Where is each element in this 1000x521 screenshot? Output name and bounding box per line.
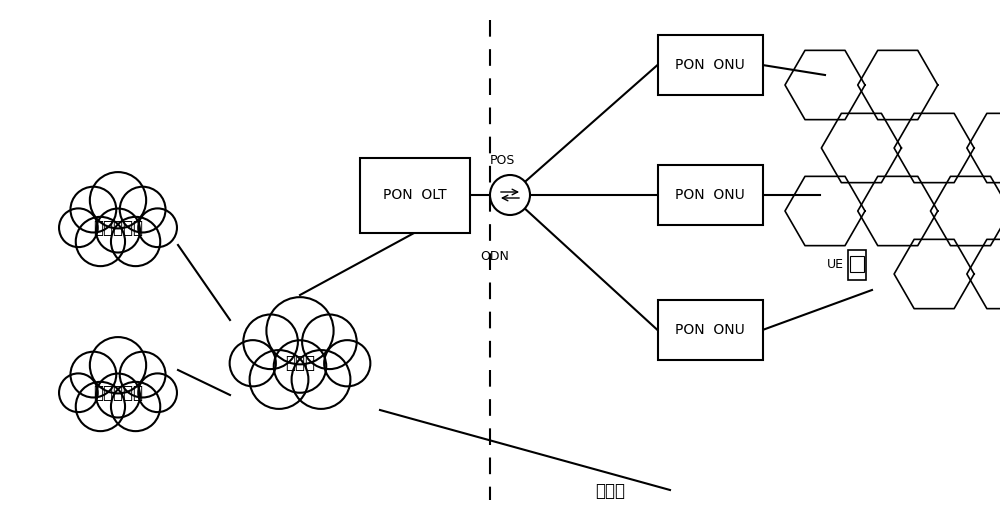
Circle shape — [70, 187, 116, 232]
Text: UE: UE — [827, 258, 844, 271]
Circle shape — [266, 297, 334, 364]
Circle shape — [292, 350, 350, 409]
Circle shape — [324, 340, 370, 387]
Text: POS: POS — [489, 154, 515, 167]
Text: 承载网: 承载网 — [285, 354, 315, 372]
Text: PON  ONU: PON ONU — [675, 58, 745, 72]
Circle shape — [76, 382, 125, 431]
Circle shape — [120, 187, 166, 232]
Text: PON  ONU: PON ONU — [675, 188, 745, 202]
Circle shape — [96, 208, 140, 253]
Text: 宏基站: 宏基站 — [595, 482, 625, 500]
Bar — [658, 300, 763, 360]
Bar — [360, 157, 470, 232]
Circle shape — [59, 208, 98, 247]
Text: PON  OLT: PON OLT — [383, 188, 447, 202]
Text: 移动核心网: 移动核心网 — [93, 384, 143, 402]
Text: 固定核心网: 固定核心网 — [93, 219, 143, 237]
Circle shape — [120, 352, 166, 398]
Bar — [658, 35, 763, 95]
Circle shape — [230, 340, 276, 387]
Text: ODN: ODN — [481, 250, 509, 263]
Circle shape — [90, 337, 146, 393]
Circle shape — [70, 352, 116, 398]
Bar — [850, 256, 864, 272]
Circle shape — [90, 172, 146, 228]
Circle shape — [250, 350, 308, 409]
Circle shape — [490, 175, 530, 215]
Circle shape — [138, 208, 177, 247]
Circle shape — [274, 340, 326, 393]
Circle shape — [111, 217, 160, 266]
Circle shape — [76, 217, 125, 266]
Circle shape — [302, 315, 357, 369]
Text: PON  ONU: PON ONU — [675, 323, 745, 337]
Circle shape — [111, 382, 160, 431]
Circle shape — [243, 315, 298, 369]
Circle shape — [138, 374, 177, 412]
Circle shape — [59, 374, 98, 412]
Bar — [848, 250, 866, 280]
Bar — [658, 165, 763, 225]
Circle shape — [96, 374, 140, 417]
